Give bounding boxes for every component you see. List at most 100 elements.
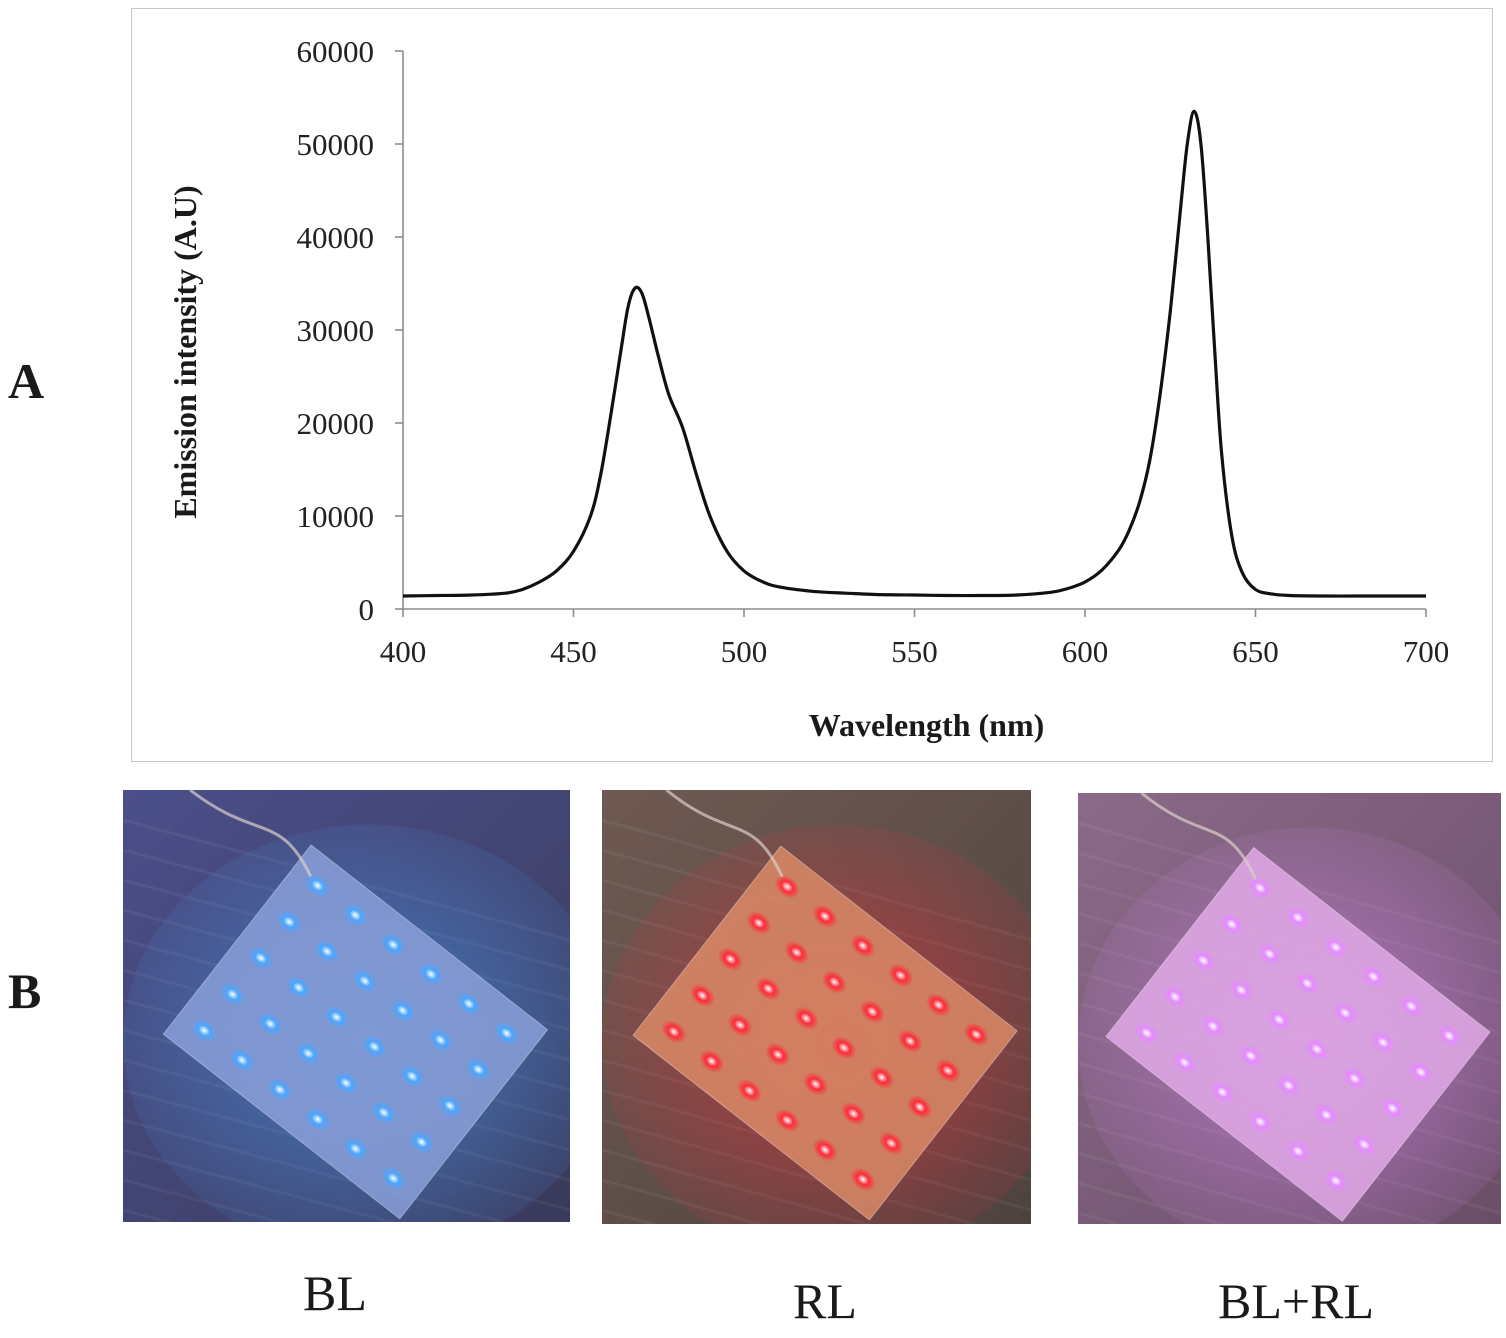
y-tick-label: 30000 <box>297 313 375 348</box>
led <box>465 1057 491 1082</box>
chart-canvas: 0 10000 20000 30000 40000 50000 60000 400 450 50… <box>167 34 1450 743</box>
led <box>1190 948 1217 973</box>
led <box>850 1167 876 1192</box>
led <box>437 1094 463 1118</box>
led <box>229 1048 255 1072</box>
led <box>1209 1080 1236 1104</box>
power-cable <box>665 790 784 878</box>
led <box>840 1101 867 1126</box>
caption-rl: RL <box>793 1273 857 1329</box>
y-tick-label: 10000 <box>297 499 375 534</box>
led <box>736 1079 763 1103</box>
led <box>304 873 331 898</box>
led <box>887 963 914 987</box>
led <box>1379 1096 1406 1120</box>
power-cable <box>189 790 313 878</box>
led <box>1398 994 1424 1018</box>
led <box>1219 912 1245 936</box>
led-board <box>1105 846 1491 1222</box>
x-tick-label: 700 <box>1403 634 1450 669</box>
led-photo-illustration <box>123 790 570 1222</box>
led <box>1408 1060 1434 1084</box>
led <box>907 1095 933 1119</box>
led <box>1323 935 1349 959</box>
y-tick-label: 20000 <box>297 406 375 441</box>
led-board <box>162 844 549 1220</box>
led <box>191 1018 217 1043</box>
led <box>784 940 810 965</box>
x-axis-ticks: 400 450 500 550 600 650 700 <box>380 609 1450 669</box>
led <box>1256 942 1283 966</box>
led <box>314 939 340 964</box>
x-tick-label: 650 <box>1232 634 1279 669</box>
led <box>380 932 406 957</box>
photo-blue-led-panel <box>123 790 570 1222</box>
x-tick-label: 500 <box>721 634 768 669</box>
led <box>267 1077 293 1102</box>
led <box>774 874 800 899</box>
led <box>746 911 772 935</box>
led <box>755 977 781 1001</box>
led <box>1200 1014 1226 1038</box>
led <box>1285 905 1311 930</box>
led <box>494 1021 520 1045</box>
led <box>869 1065 895 1090</box>
led <box>793 1006 819 1030</box>
x-tick-label: 600 <box>1062 634 1109 669</box>
y-tick-label: 40000 <box>297 220 375 255</box>
led <box>295 1041 321 1066</box>
led <box>276 910 302 934</box>
led <box>219 982 246 1006</box>
led <box>859 999 885 1024</box>
led <box>925 993 952 1017</box>
led <box>661 1019 687 1044</box>
caption-bl-rl: BL+RL <box>1218 1273 1374 1329</box>
y-tick-label: 60000 <box>297 34 375 69</box>
led <box>1228 978 1254 1002</box>
led <box>821 970 848 994</box>
led <box>418 962 444 986</box>
wood-grain <box>1078 1181 1229 1224</box>
led <box>342 1137 369 1161</box>
led <box>812 904 838 928</box>
led <box>390 998 416 1023</box>
led <box>1275 1073 1302 1098</box>
led <box>1332 1001 1358 1025</box>
led <box>1238 1044 1264 1068</box>
wood-grain <box>602 1178 765 1224</box>
led <box>342 903 368 927</box>
led-board <box>632 845 1018 1221</box>
led <box>1171 1050 1198 1075</box>
led <box>878 1131 904 1155</box>
led <box>765 1042 791 1067</box>
led <box>1294 971 1321 996</box>
led <box>1360 964 1387 989</box>
led <box>1134 1021 1160 1045</box>
led <box>352 969 378 993</box>
wood-grain <box>123 1178 286 1222</box>
led <box>286 975 312 1000</box>
led <box>963 1022 989 1047</box>
x-tick-label: 400 <box>380 634 427 669</box>
photo-red-led-panel <box>602 790 1031 1224</box>
led <box>456 992 482 1016</box>
x-tick-label: 450 <box>550 634 597 669</box>
led <box>1313 1103 1340 1127</box>
led <box>409 1130 435 1154</box>
led <box>1247 876 1273 900</box>
led <box>831 1036 857 1060</box>
led <box>727 1013 753 1037</box>
led <box>803 1072 829 1096</box>
led <box>699 1049 725 1073</box>
led <box>333 1071 359 1095</box>
led <box>361 1035 387 1059</box>
led <box>717 947 744 971</box>
led <box>1323 1169 1349 1193</box>
led <box>323 1005 350 1029</box>
led <box>305 1107 331 1131</box>
x-tick-label: 550 <box>891 634 938 669</box>
led <box>1351 1132 1377 1157</box>
panel-label-b: B <box>8 963 42 1019</box>
led <box>774 1108 800 1132</box>
board-plate <box>162 844 549 1220</box>
